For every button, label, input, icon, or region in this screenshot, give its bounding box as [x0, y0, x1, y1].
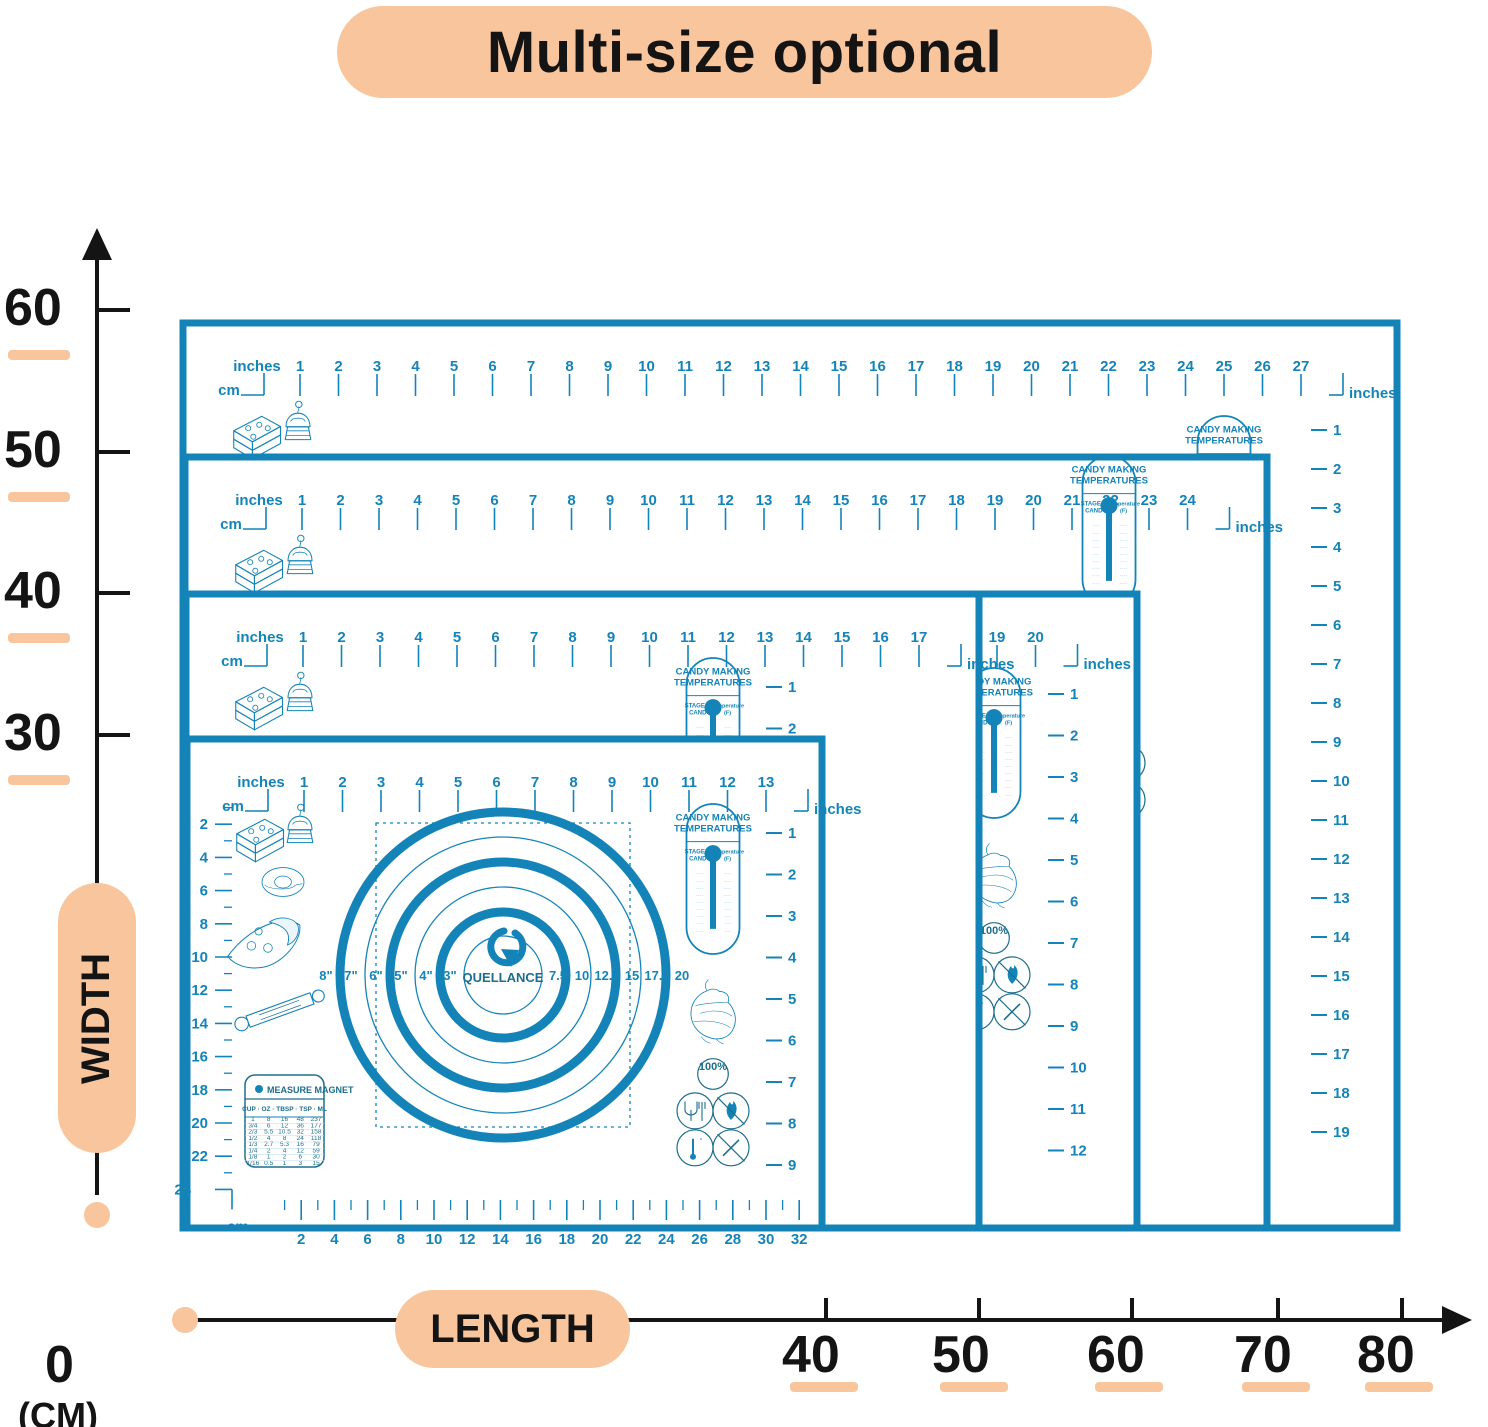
svg-text:9: 9	[788, 1157, 796, 1174]
svg-text:9: 9	[608, 774, 616, 791]
svg-text:22: 22	[625, 1231, 642, 1248]
svg-text:----: ----	[724, 886, 732, 892]
svg-text:°: °	[700, 1137, 703, 1145]
svg-text:13: 13	[758, 774, 775, 791]
svg-text:----: ----	[696, 900, 704, 906]
svg-text:18: 18	[558, 1231, 575, 1248]
svg-text:----: ----	[724, 915, 732, 921]
svg-text:4: 4	[330, 1231, 339, 1248]
svg-text:15: 15	[625, 968, 639, 983]
svg-text:----: ----	[696, 929, 704, 935]
svg-text:8": 8"	[319, 968, 332, 983]
svg-text:TEMPERATURES: TEMPERATURES	[674, 823, 752, 834]
svg-text:8: 8	[200, 916, 208, 933]
svg-text:20: 20	[592, 1231, 609, 1248]
svg-text:12: 12	[459, 1231, 476, 1248]
svg-text:10: 10	[575, 968, 589, 983]
svg-text:10: 10	[642, 774, 659, 791]
svg-text:----: ----	[724, 879, 732, 885]
svg-text:11: 11	[681, 774, 697, 791]
svg-text:6: 6	[788, 1033, 796, 1050]
svg-text:10: 10	[426, 1231, 443, 1248]
svg-text:QUELLANCE: QUELLANCE	[463, 970, 544, 985]
svg-text:cm: cm	[227, 1218, 249, 1235]
svg-text:22: 22	[191, 1148, 208, 1165]
svg-text:----: ----	[696, 893, 704, 899]
svg-text:16: 16	[191, 1049, 208, 1066]
svg-text:7.5: 7.5	[549, 968, 567, 983]
svg-text:----: ----	[724, 872, 732, 878]
svg-text:6": 6"	[369, 968, 382, 983]
svg-text:----: ----	[696, 886, 704, 892]
svg-text:26: 26	[691, 1231, 708, 1248]
svg-text:5: 5	[454, 774, 462, 791]
svg-text:3: 3	[377, 774, 385, 791]
svg-text:MEASURE MAGNET: MEASURE MAGNET	[267, 1085, 354, 1095]
svg-text:CANDY MAKING: CANDY MAKING	[676, 812, 751, 823]
svg-text:----: ----	[696, 879, 704, 885]
svg-text:7: 7	[788, 1074, 796, 1091]
svg-text:16: 16	[525, 1231, 542, 1248]
svg-text:Temperature: Temperature	[711, 850, 744, 856]
svg-text:7": 7"	[344, 968, 357, 983]
svg-text:2: 2	[788, 867, 796, 884]
svg-text:14: 14	[191, 1015, 208, 1032]
svg-text:----: ----	[696, 922, 704, 928]
svg-text:18: 18	[191, 1082, 208, 1099]
svg-text:(F): (F)	[724, 857, 731, 863]
svg-text:5: 5	[788, 991, 796, 1008]
svg-text:2: 2	[338, 774, 346, 791]
svg-text:12: 12	[719, 774, 736, 791]
svg-text:30: 30	[758, 1231, 775, 1248]
svg-text:----: ----	[724, 922, 732, 928]
svg-text:7: 7	[531, 774, 539, 791]
svg-text:5": 5"	[394, 968, 407, 983]
svg-text:1: 1	[788, 825, 796, 842]
svg-text:24: 24	[174, 1181, 191, 1198]
svg-text:6: 6	[363, 1231, 371, 1248]
svg-text:20: 20	[675, 968, 689, 983]
svg-text:100%: 100%	[699, 1061, 727, 1073]
svg-text:----: ----	[696, 907, 704, 913]
svg-text:8: 8	[788, 1116, 796, 1133]
svg-text:8: 8	[569, 774, 577, 791]
svg-text:28: 28	[724, 1231, 741, 1248]
svg-text:12.5: 12.5	[594, 968, 619, 983]
svg-text:8: 8	[397, 1231, 405, 1248]
svg-text:6: 6	[492, 774, 500, 791]
svg-text:2: 2	[200, 816, 208, 833]
svg-text:14: 14	[492, 1231, 509, 1248]
svg-text:10: 10	[191, 949, 208, 966]
svg-text:3": 3"	[443, 968, 456, 983]
svg-text:CUP · OZ · TBSP · TSP · ML: CUP · OZ · TBSP · TSP · ML	[242, 1106, 327, 1113]
svg-text:3: 3	[788, 908, 796, 925]
svg-text:----: ----	[724, 929, 732, 935]
svg-text:32: 32	[791, 1231, 808, 1248]
svg-text:----: ----	[724, 907, 732, 913]
svg-text:17.5: 17.5	[644, 968, 669, 983]
svg-text:2: 2	[297, 1231, 305, 1248]
svg-text:----: ----	[724, 900, 732, 906]
svg-text:----: ----	[696, 915, 704, 921]
svg-text:cm: cm	[222, 798, 244, 815]
svg-text:CANDY: CANDY	[689, 857, 710, 863]
svg-text:4: 4	[200, 849, 209, 866]
svg-text:4: 4	[415, 774, 424, 791]
svg-text:inches: inches	[237, 774, 285, 791]
svg-text:12: 12	[191, 982, 208, 999]
svg-text:24: 24	[658, 1231, 675, 1248]
svg-text:inches: inches	[814, 801, 862, 818]
svg-text:1: 1	[300, 774, 308, 791]
svg-text:4": 4"	[419, 968, 432, 983]
svg-text:20: 20	[191, 1115, 208, 1132]
svg-text:6: 6	[200, 883, 208, 900]
svg-text:----: ----	[696, 872, 704, 878]
svg-text:----: ----	[724, 893, 732, 899]
svg-text:4: 4	[788, 950, 797, 967]
